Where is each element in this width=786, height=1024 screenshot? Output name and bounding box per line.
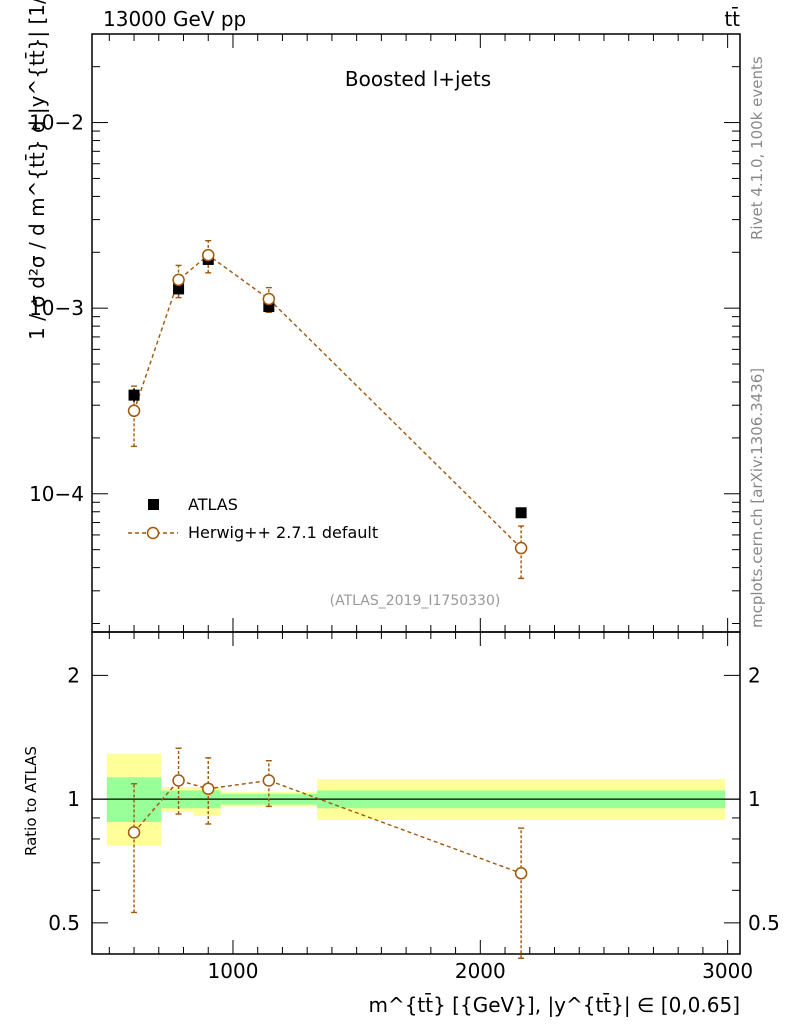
atlas-point — [515, 507, 527, 519]
atlas-point — [263, 301, 275, 313]
legend: ATLAS Herwig++ 2.7.1 default — [128, 495, 378, 542]
x-ticks: 1000 2000 3000 — [108, 34, 753, 983]
legend-herwig-marker — [146, 526, 160, 540]
main-panel: 10−4 10−3 10−2 Boosted l+jets (ATLAS_2019_… — [24, 0, 741, 633]
main-watermark: (ATLAS_2019_I1750330) — [330, 593, 501, 609]
x-tick-label: 3000 — [702, 959, 753, 983]
main-frame — [91, 33, 741, 633]
energy-label: 13000 GeV pp — [103, 7, 246, 31]
y-tick-label: 10−4 — [29, 482, 84, 506]
main-title: Boosted l+jets — [345, 67, 491, 91]
y-tick-label: 10−2 — [29, 111, 84, 135]
main-series — [127, 239, 528, 580]
x-tick-label: 2000 — [455, 959, 506, 983]
ratio-series — [127, 747, 528, 960]
herwig-point — [127, 404, 141, 418]
ratio-herwig-point — [172, 774, 185, 787]
atlas-point — [173, 283, 185, 295]
ratio-tick-label-left: 0.5 — [48, 911, 80, 935]
ratio-herwig-point — [514, 867, 528, 880]
ratio-herwig-point — [262, 774, 276, 787]
ratio-herwig-point — [127, 826, 141, 839]
ratio-tick-label-right: 1 — [748, 787, 761, 811]
main-ylabel: 1 / σ d²σ / d m^{tt̄} d |y^{tt̄}| [1/GeV… — [24, 0, 49, 340]
x-tick-label: 1000 — [208, 959, 259, 983]
herwig-point — [201, 248, 215, 262]
ratio-tick-label-right: 0.5 — [748, 911, 780, 935]
ratio-panel: 0.5 0.5 1 1 2 2 Ratio to ATLAS — [22, 631, 780, 960]
legend-herwig-label: Herwig++ 2.7.1 default — [188, 523, 378, 542]
legend-atlas-label: ATLAS — [188, 495, 238, 514]
main-ticks: 10−4 10−3 10−2 — [29, 33, 740, 625]
y-tick-label: 10−3 — [29, 296, 84, 320]
ratio-tick-label-left: 2 — [67, 663, 80, 687]
ratio-ylabel: Ratio to ATLAS — [22, 746, 40, 856]
ratio-frame — [91, 631, 741, 955]
ratio-ticks: 0.5 0.5 1 1 2 2 — [48, 663, 780, 934]
rivet-label: Rivet 4.1.0, 100k events — [748, 56, 766, 240]
herwig-point — [262, 292, 276, 306]
legend-atlas-marker — [148, 499, 159, 510]
ratio-tick-label-right: 2 — [748, 663, 761, 687]
ratio-herwig-point — [201, 782, 215, 795]
source-label: mcplots.cern.ch [arXiv:1306.3436] — [748, 368, 766, 628]
ratio-bands — [92, 753, 740, 846]
process-label: tt̄ — [724, 6, 740, 31]
herwig-point — [514, 541, 528, 555]
ratio-tick-label-left: 1 — [67, 787, 80, 811]
herwig-point — [172, 273, 185, 287]
atlas-point — [128, 389, 140, 401]
x-axis-label: m^{tt̄} [{GeV}], |y^{tt̄}| ∈ [0,0.65] — [368, 992, 740, 1017]
